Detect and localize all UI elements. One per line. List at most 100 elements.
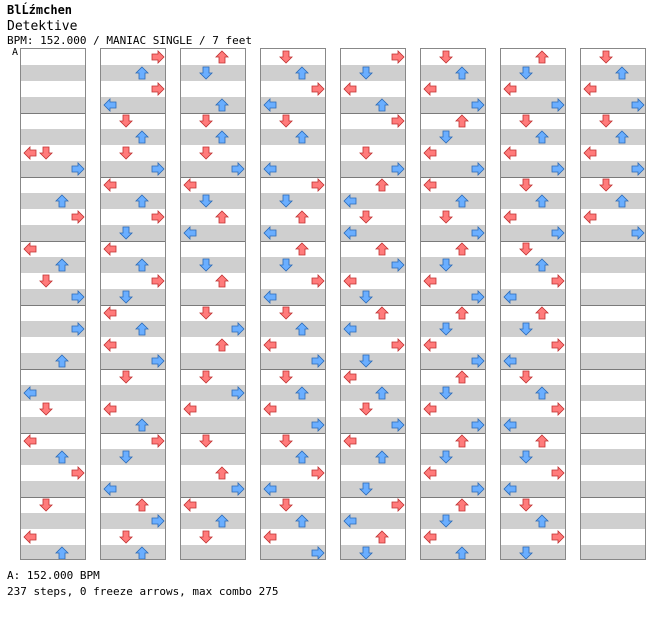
step-arrow-down-icon	[519, 498, 533, 512]
step-arrow-left-icon	[503, 482, 517, 496]
step-arrow-left-icon	[183, 498, 197, 512]
measure-line	[101, 177, 165, 178]
step-arrow-left-icon	[103, 338, 117, 352]
step-arrow-up-icon	[55, 194, 69, 208]
step-arrow-up-icon	[455, 114, 469, 128]
measure-line	[181, 177, 245, 178]
step-arrow-up-icon	[535, 50, 549, 64]
step-arrow-down-icon	[519, 66, 533, 80]
step-arrow-right-icon	[471, 418, 485, 432]
step-arrow-down-icon	[39, 274, 53, 288]
step-arrow-right-icon	[551, 98, 565, 112]
measure-line	[261, 113, 325, 114]
step-arrow-right-icon	[231, 162, 245, 176]
step-arrow-left-icon	[263, 482, 277, 496]
step-arrow-up-icon	[535, 434, 549, 448]
step-arrow-left-icon	[583, 146, 597, 160]
step-arrow-up-icon	[135, 258, 149, 272]
step-arrow-left-icon	[263, 530, 277, 544]
measure-line	[101, 241, 165, 242]
step-arrow-right-icon	[391, 418, 405, 432]
step-arrow-left-icon	[103, 306, 117, 320]
step-arrow-left-icon	[343, 82, 357, 96]
step-arrow-right-icon	[311, 354, 325, 368]
step-arrow-up-icon	[215, 466, 229, 480]
measure-column-6	[420, 48, 486, 560]
step-arrow-down-icon	[199, 194, 213, 208]
step-arrow-left-icon	[503, 354, 517, 368]
step-arrow-down-icon	[39, 402, 53, 416]
measure-column-3	[180, 48, 246, 560]
step-arrow-left-icon	[343, 514, 357, 528]
step-arrow-right-icon	[71, 162, 85, 176]
step-arrow-down-icon	[199, 434, 213, 448]
step-arrow-up-icon	[295, 514, 309, 528]
step-arrow-left-icon	[263, 98, 277, 112]
measure-line	[261, 305, 325, 306]
step-arrow-left-icon	[343, 194, 357, 208]
measure-line	[181, 369, 245, 370]
step-arrow-down-icon	[39, 146, 53, 160]
measure-line	[581, 433, 645, 434]
step-arrow-right-icon	[151, 514, 165, 528]
step-arrow-down-icon	[359, 354, 373, 368]
step-arrow-down-icon	[519, 178, 533, 192]
step-arrow-down-icon	[439, 130, 453, 144]
step-arrow-right-icon	[391, 498, 405, 512]
measure-column-8	[580, 48, 646, 560]
measure-line	[101, 305, 165, 306]
step-arrow-up-icon	[535, 306, 549, 320]
step-arrow-down-icon	[279, 498, 293, 512]
step-arrow-right-icon	[231, 322, 245, 336]
measure-line	[261, 497, 325, 498]
step-arrow-down-icon	[439, 50, 453, 64]
measure-column-4	[260, 48, 326, 560]
step-arrow-up-icon	[295, 130, 309, 144]
step-arrow-left-icon	[103, 178, 117, 192]
step-arrow-down-icon	[199, 530, 213, 544]
step-arrow-up-icon	[295, 450, 309, 464]
step-arrow-up-icon	[135, 66, 149, 80]
step-arrow-right-icon	[471, 290, 485, 304]
step-arrow-down-icon	[599, 178, 613, 192]
measure-line	[101, 497, 165, 498]
measure-line	[21, 369, 85, 370]
measure-line	[181, 433, 245, 434]
step-arrow-down-icon	[439, 210, 453, 224]
step-arrow-down-icon	[279, 306, 293, 320]
measure-line	[581, 369, 645, 370]
step-arrow-up-icon	[455, 194, 469, 208]
chart-stats: 237 steps, 0 freeze arrows, max combo 27…	[7, 585, 279, 598]
step-arrow-left-icon	[583, 210, 597, 224]
step-arrow-right-icon	[71, 290, 85, 304]
measure-line	[341, 177, 405, 178]
step-arrow-down-icon	[279, 258, 293, 272]
step-arrow-left-icon	[423, 466, 437, 480]
step-arrow-right-icon	[471, 226, 485, 240]
step-arrow-up-icon	[375, 530, 389, 544]
step-arrow-left-icon	[343, 322, 357, 336]
step-arrow-left-icon	[503, 82, 517, 96]
step-arrow-left-icon	[183, 402, 197, 416]
measure-column-5	[340, 48, 406, 560]
measure-line	[421, 305, 485, 306]
step-arrow-down-icon	[439, 258, 453, 272]
step-arrow-left-icon	[263, 162, 277, 176]
step-arrow-down-icon	[279, 50, 293, 64]
measure-line	[181, 241, 245, 242]
step-arrow-up-icon	[135, 498, 149, 512]
step-arrow-up-icon	[55, 354, 69, 368]
step-arrow-up-icon	[535, 130, 549, 144]
step-arrow-up-icon	[135, 130, 149, 144]
step-arrow-left-icon	[103, 98, 117, 112]
step-arrow-left-icon	[423, 338, 437, 352]
step-arrow-down-icon	[279, 114, 293, 128]
step-arrow-right-icon	[71, 210, 85, 224]
step-arrow-up-icon	[455, 434, 469, 448]
measure-line	[101, 369, 165, 370]
step-arrow-down-icon	[119, 114, 133, 128]
step-arrow-up-icon	[215, 338, 229, 352]
step-arrow-down-icon	[359, 402, 373, 416]
step-arrow-left-icon	[343, 274, 357, 288]
step-arrow-up-icon	[615, 66, 629, 80]
